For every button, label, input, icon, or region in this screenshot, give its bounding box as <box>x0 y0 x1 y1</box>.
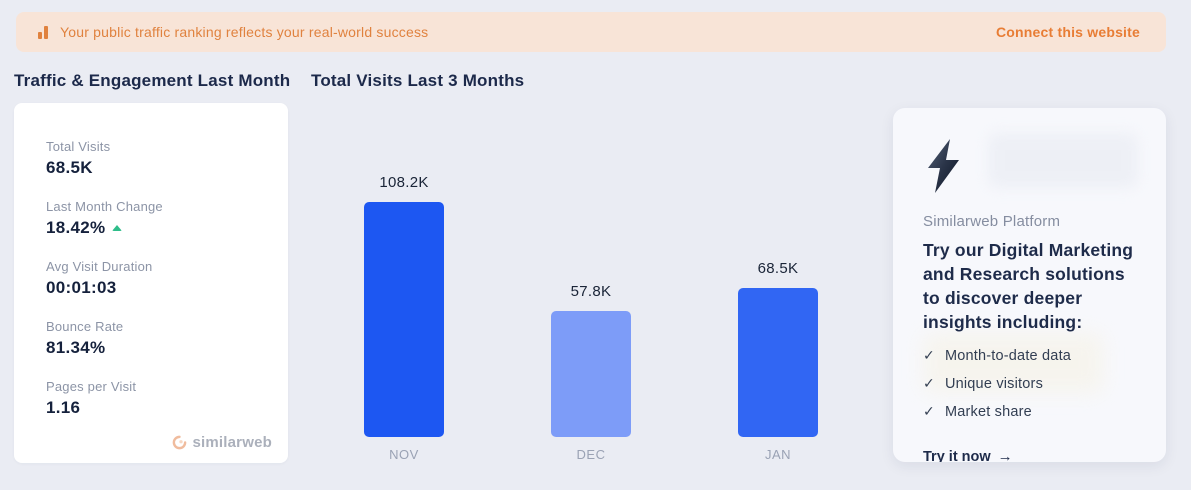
chart-section-title: Total Visits Last 3 Months <box>311 71 525 90</box>
similarweb-logo[interactable]: similarweb <box>172 434 272 451</box>
bar-jan[interactable] <box>738 288 818 437</box>
bar-value-label: 68.5K <box>757 260 799 277</box>
stat-label: Last Month Change <box>46 199 163 214</box>
promo-bullet: ✓ Market share <box>923 403 1138 420</box>
stat-label: Total Visits <box>46 139 111 154</box>
stat-label: Avg Visit Duration <box>46 259 153 274</box>
checkmark-icon: ✓ <box>923 375 935 391</box>
promo-eyebrow: Similarweb Platform <box>923 213 1061 230</box>
bar-dec[interactable] <box>551 311 631 437</box>
bar-group-nov: 108.2K <box>364 174 444 437</box>
traffic-engagement-card: Total Visits 68.5K Last Month Change 18.… <box>14 103 288 463</box>
checkmark-icon: ✓ <box>923 403 935 419</box>
checkmark-icon: ✓ <box>923 347 935 363</box>
promo-bullet-list: ✓ Month-to-date data ✓ Unique visitors ✓… <box>923 347 1138 420</box>
promo-bullet: ✓ Month-to-date data <box>923 347 1138 364</box>
x-axis-label-jan: JAN <box>764 447 792 462</box>
banner-message: Your public traffic ranking reflects you… <box>60 24 429 40</box>
bar-group-dec: 57.8K <box>551 283 631 437</box>
connect-website-button[interactable]: Connect this website <box>995 24 1140 40</box>
blurred-placeholder <box>923 333 1103 393</box>
bar-nov[interactable] <box>364 202 444 437</box>
stat-pages-per-visit: Pages per Visit 1.16 <box>46 378 264 419</box>
banner-message-group: Your public traffic ranking reflects you… <box>38 24 428 40</box>
stat-value: 1.16 <box>46 398 81 417</box>
stat-label: Bounce Rate <box>46 319 124 334</box>
stat-total-visits: Total Visits 68.5K <box>46 138 264 179</box>
blurred-placeholder <box>988 133 1138 188</box>
lightning-bolt-icon <box>928 139 959 193</box>
promo-bullet-text: Month-to-date data <box>944 347 1072 364</box>
x-axis-label-dec: DEC <box>576 447 606 462</box>
stats-section-title: Traffic & Engagement Last Month <box>14 71 291 90</box>
stat-bounce-rate: Bounce Rate 81.34% <box>46 318 264 359</box>
stat-value-text: 18.42% <box>46 218 106 237</box>
bar-value-label: 108.2K <box>379 174 429 191</box>
try-it-now-label: Try it now <box>923 448 991 463</box>
bar-value-label: 57.8K <box>570 283 612 300</box>
arrow-right-icon: → <box>997 448 1013 462</box>
promo-bullet-text: Unique visitors <box>944 375 1044 392</box>
similarweb-platform-promo-card: Similarweb Platform Try our Digital Mark… <box>893 108 1166 462</box>
x-axis-label-nov: NOV <box>389 447 419 462</box>
similarweb-logo-text: similarweb <box>192 434 272 451</box>
stat-last-month-change: Last Month Change 18.42% <box>46 198 264 239</box>
bar-chart-icon <box>38 25 48 39</box>
promo-bullet-text: Market share <box>944 403 1032 420</box>
trend-up-icon <box>112 224 123 231</box>
promo-headline: Try our Digital Marketing and Research s… <box>923 240 1134 332</box>
traffic-ranking-banner: Your public traffic ranking reflects you… <box>16 12 1166 52</box>
promo-bullet: ✓ Unique visitors <box>923 375 1138 392</box>
stat-value: 81.34% <box>46 338 106 357</box>
stat-value: 00:01:03 <box>46 278 117 297</box>
bar-group-jan: 68.5K <box>738 260 818 437</box>
try-it-now-link[interactable]: Try it now → <box>923 448 1013 462</box>
stat-avg-visit-duration: Avg Visit Duration 00:01:03 <box>46 258 264 299</box>
stat-value: 68.5K <box>46 158 93 177</box>
similarweb-swirl-icon <box>173 435 187 450</box>
stat-value: 18.42% <box>46 216 264 239</box>
stat-label: Pages per Visit <box>46 379 137 394</box>
